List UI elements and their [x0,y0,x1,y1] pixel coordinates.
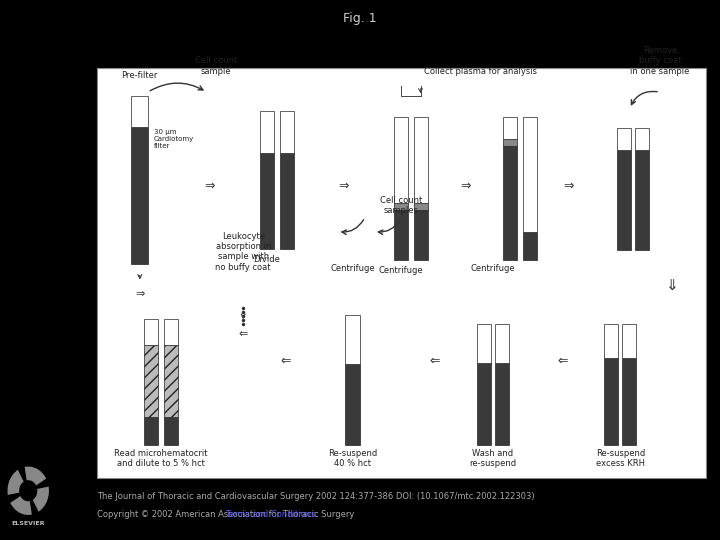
Bar [144,320,158,345]
Bar [616,128,631,150]
Bar [477,363,490,445]
Text: Centrifuge: Centrifuge [470,264,515,273]
Text: ⇒: ⇒ [135,289,145,300]
Bar [164,345,178,417]
Bar [394,203,408,210]
Text: The Journal of Thoracic and Cardiovascular Surgery 2002 124:377-386 DOI: (10.106: The Journal of Thoracic and Cardiovascul… [97,492,535,502]
Wedge shape [10,496,32,515]
Bar [495,324,508,363]
Bar [345,364,361,445]
Text: ⇒: ⇒ [460,180,471,193]
Bar [622,324,636,358]
Text: ⇐: ⇐ [238,329,248,339]
Bar [604,358,618,445]
Text: Cell count
samples: Cell count samples [380,196,423,215]
Text: Collect plasma for analysis: Collect plasma for analysis [424,67,537,76]
Wedge shape [7,470,24,495]
Text: ⇐: ⇐ [430,354,440,367]
Wedge shape [33,487,49,512]
Text: Terms and Conditions: Terms and Conditions [225,510,315,519]
Bar [164,417,178,445]
Text: ⇐: ⇐ [281,354,291,367]
Bar [503,146,517,260]
Bar [144,417,158,445]
Bar [131,96,148,126]
Bar [634,128,649,150]
Text: ⇒: ⇒ [338,180,349,193]
Text: Fig. 1: Fig. 1 [343,12,377,25]
Bar [164,320,178,345]
Wedge shape [24,467,46,485]
Text: ELSEVIER: ELSEVIER [12,521,45,525]
Text: 30 μm
Cardiotomy
filter: 30 μm Cardiotomy filter [154,129,194,149]
Bar [523,232,537,260]
Text: Centrifuge: Centrifuge [378,266,423,275]
Text: Cell count
sample: Cell count sample [194,56,237,76]
Bar [616,150,631,249]
Text: Centrifuge: Centrifuge [330,264,375,273]
Bar [604,324,618,358]
Bar [144,345,158,417]
Text: Leukocyte
absorption in
sample with
no buffy coat: Leukocyte absorption in sample with no b… [215,232,271,272]
Text: ⇒: ⇒ [204,180,215,193]
Text: Remove
buffy coat
in one sample: Remove buffy coat in one sample [630,46,690,76]
Bar [495,363,508,445]
Text: Divide: Divide [253,255,280,265]
Bar [413,203,428,210]
Bar [345,315,361,365]
Text: ⇐: ⇐ [557,354,568,367]
Bar [477,324,490,363]
Text: ⇒: ⇒ [564,180,574,193]
Text: ⇓: ⇓ [666,278,678,293]
Bar [131,126,148,265]
Bar [260,111,274,153]
Bar [503,139,517,146]
Bar [622,358,636,445]
Bar [394,117,408,203]
Bar [97,68,706,478]
Text: Re-suspend
excess KRH: Re-suspend excess KRH [595,449,645,469]
Text: Pre-filter: Pre-filter [122,71,158,80]
Bar [279,111,294,153]
Bar [413,210,428,260]
Bar [260,153,274,249]
Text: Copyright © 2002 American Association for Thoracic Surgery: Copyright © 2002 American Association fo… [97,510,357,519]
Bar [503,117,517,139]
Text: Wash and
re-suspend: Wash and re-suspend [469,449,516,469]
Text: Re-suspend
40 % hct: Re-suspend 40 % hct [328,449,377,469]
Bar [413,117,428,203]
Bar [523,117,537,232]
Bar [634,150,649,249]
Bar [394,210,408,260]
Bar [279,153,294,249]
Text: Read microhematocrit
and dilute to 5 % hct: Read microhematocrit and dilute to 5 % h… [114,449,208,469]
